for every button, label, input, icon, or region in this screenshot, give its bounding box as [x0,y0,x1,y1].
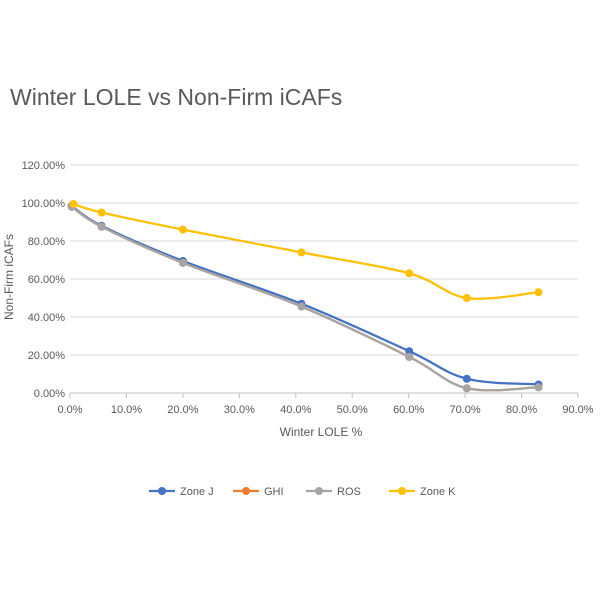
x-tick-label: 90.0% [562,404,593,416]
data-point-zone-k [97,208,106,217]
y-tick-label: 20.00% [28,350,66,362]
data-point-ros [297,302,306,311]
legend-marker-ros [315,487,323,495]
data-point-ros [97,222,106,231]
x-axis-title: Winter LOLE % [280,425,363,439]
y-tick-label: 80.00% [28,236,66,248]
y-tick-label: 120.00% [22,160,66,172]
data-point-zone-j [462,374,471,383]
x-tick-label: 20.0% [167,404,198,416]
x-tick-label: 60.0% [393,404,424,416]
x-tick-label: 0.0% [57,404,82,416]
data-point-zone-k [534,288,543,297]
x-tick-label: 30.0% [224,404,255,416]
data-point-ros [405,352,414,361]
legend-label-ros: ROS [337,486,361,498]
data-point-zone-k [462,294,471,302]
x-tick-label: 50.0% [337,404,368,416]
x-tick-label: 10.0% [111,404,142,416]
legend-label-ghi: GHI [264,486,284,498]
legend-marker-zone-j [158,487,166,495]
series-line-zone-k [72,202,540,300]
legend-marker-zone-k [398,487,406,495]
legend-marker-ghi [242,487,250,495]
legend-label-zone-k: Zone K [420,486,456,498]
x-tick-label: 70.0% [450,404,481,416]
legend-label-zone-j: Zone J [180,486,214,498]
data-point-zone-k [297,248,306,257]
axes: 0.00% 20.00% 40.00% 60.00% 80.00% 100.00% 120.… [22,160,594,416]
y-tick-label: 60.00% [28,274,66,286]
chart-title: Winter LOLE vs Non-Firm iCAFs [10,84,342,110]
data-point-zone-k [69,199,78,208]
y-tick-label: 0.00% [34,388,65,400]
data-point-ros [462,384,471,393]
y-tick-label: 40.00% [28,312,66,324]
legend: Zone J GHI ROS Zone K [149,486,456,498]
data-point-zone-k [178,225,187,234]
data-point-zone-k [405,269,414,278]
y-tick-label: 100.00% [22,198,66,210]
gridlines [70,164,578,356]
y-axis-title: Non-Firm iCAFs [2,234,16,320]
data-point-ros [534,383,543,392]
x-tick-label: 80.0% [506,404,537,416]
series-layer [67,199,543,393]
data-point-ros [178,258,187,267]
x-tick-label: 40.0% [280,404,311,416]
data-point-zone-j [405,347,414,356]
